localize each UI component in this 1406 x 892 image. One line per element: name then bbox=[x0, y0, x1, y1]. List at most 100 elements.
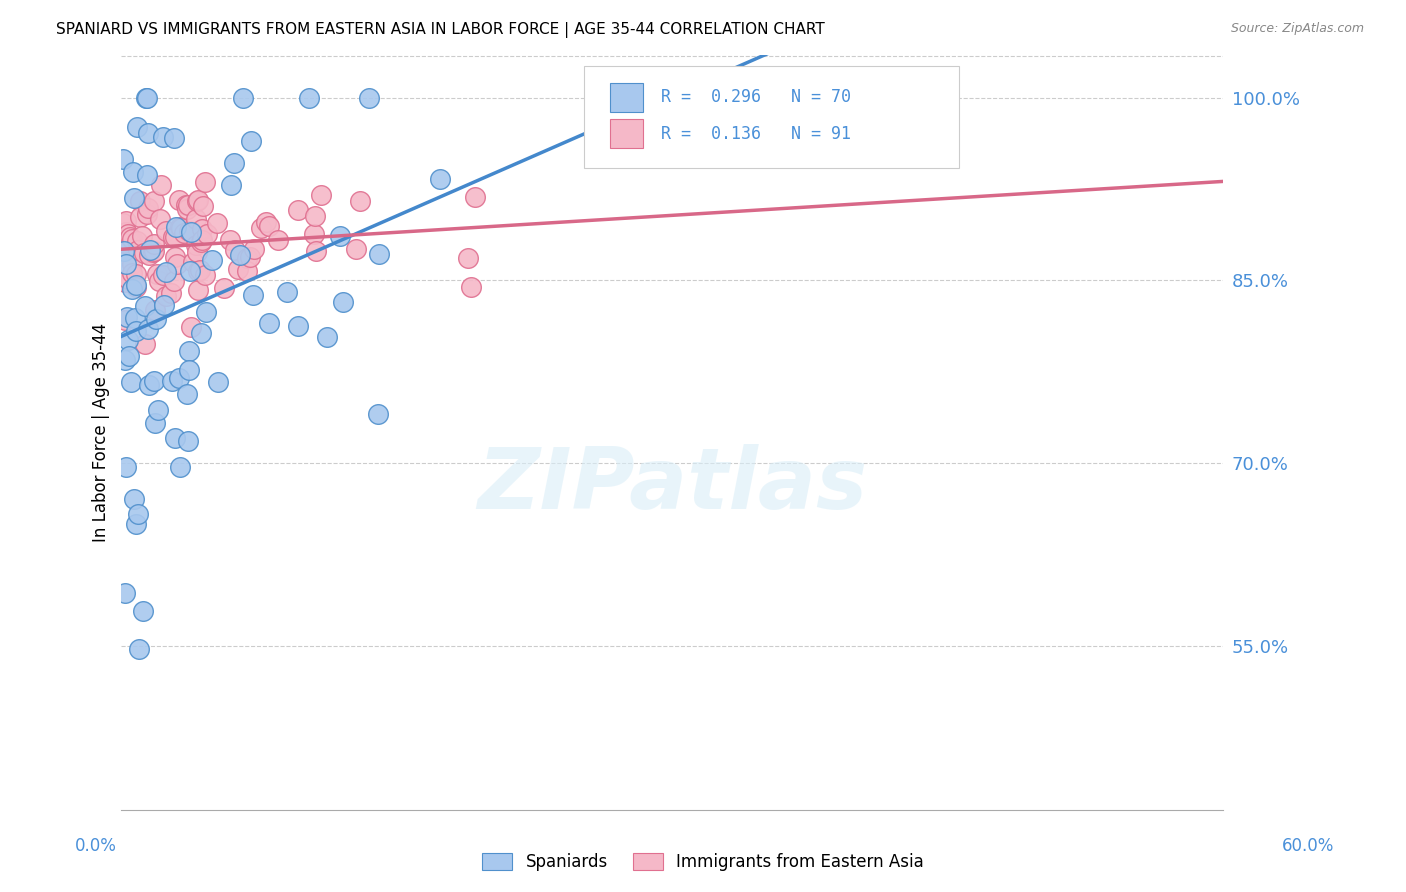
Point bbox=[114, 275, 136, 289]
Point bbox=[167, 371, 190, 385]
Point bbox=[191, 233, 214, 247]
Point bbox=[128, 194, 150, 208]
Point bbox=[357, 91, 380, 105]
Point bbox=[150, 178, 173, 192]
Point bbox=[160, 286, 183, 301]
Point bbox=[240, 134, 263, 148]
Point bbox=[194, 175, 217, 189]
Point bbox=[188, 263, 211, 277]
Point bbox=[112, 244, 135, 259]
Point bbox=[148, 274, 170, 288]
Text: R =  0.296   N = 70: R = 0.296 N = 70 bbox=[661, 88, 852, 106]
Point bbox=[173, 226, 195, 240]
Text: 60.0%: 60.0% bbox=[1281, 837, 1334, 855]
Point bbox=[142, 244, 165, 259]
Point bbox=[114, 313, 136, 327]
Point bbox=[187, 264, 209, 278]
Point bbox=[298, 91, 321, 105]
Point bbox=[176, 386, 198, 401]
Point bbox=[136, 201, 159, 215]
Point bbox=[367, 247, 389, 261]
Point bbox=[316, 330, 339, 344]
Point bbox=[305, 244, 328, 258]
Point bbox=[160, 374, 183, 388]
Point bbox=[124, 310, 146, 325]
Point bbox=[181, 255, 204, 269]
Point bbox=[163, 250, 186, 264]
Point bbox=[224, 243, 246, 257]
Point bbox=[165, 431, 187, 445]
Point bbox=[304, 209, 326, 223]
Point bbox=[302, 227, 325, 242]
Point bbox=[166, 257, 188, 271]
Point bbox=[115, 214, 138, 228]
Point bbox=[167, 193, 190, 207]
Point bbox=[135, 169, 157, 183]
Point bbox=[191, 198, 214, 212]
Point bbox=[229, 248, 252, 262]
FancyBboxPatch shape bbox=[585, 67, 959, 169]
FancyBboxPatch shape bbox=[610, 120, 643, 148]
Point bbox=[276, 285, 298, 299]
Point bbox=[257, 316, 280, 330]
Point bbox=[250, 220, 273, 235]
Point bbox=[142, 374, 165, 388]
Point bbox=[287, 318, 309, 333]
Point bbox=[177, 344, 200, 359]
Point bbox=[125, 280, 148, 294]
Point bbox=[205, 216, 228, 230]
Point bbox=[135, 91, 157, 105]
Point bbox=[134, 337, 156, 351]
Point bbox=[138, 248, 160, 262]
Point bbox=[121, 266, 143, 280]
Point bbox=[186, 244, 208, 259]
Point bbox=[114, 353, 136, 368]
FancyBboxPatch shape bbox=[610, 83, 643, 112]
Point bbox=[219, 233, 242, 247]
Point bbox=[267, 233, 290, 247]
Point bbox=[349, 194, 371, 209]
Point bbox=[153, 298, 176, 312]
Point bbox=[117, 271, 139, 285]
Point bbox=[242, 242, 264, 256]
Point bbox=[344, 242, 367, 256]
Point bbox=[162, 229, 184, 244]
Point bbox=[190, 235, 212, 249]
Text: SPANIARD VS IMMIGRANTS FROM EASTERN ASIA IN LABOR FORCE | AGE 35-44 CORRELATION : SPANIARD VS IMMIGRANTS FROM EASTERN ASIA… bbox=[56, 22, 825, 38]
Text: Source: ZipAtlas.com: Source: ZipAtlas.com bbox=[1230, 22, 1364, 36]
Point bbox=[134, 299, 156, 313]
Point bbox=[226, 261, 249, 276]
Point bbox=[464, 189, 486, 203]
Point bbox=[152, 130, 174, 145]
Point bbox=[169, 221, 191, 235]
Text: 0.0%: 0.0% bbox=[75, 837, 117, 855]
Point bbox=[114, 257, 136, 271]
Point bbox=[287, 202, 309, 217]
Point bbox=[155, 224, 177, 238]
Point bbox=[121, 232, 143, 246]
Point bbox=[180, 225, 202, 239]
Point bbox=[125, 516, 148, 531]
Point bbox=[131, 229, 153, 244]
Point bbox=[152, 268, 174, 283]
Text: R =  0.136   N = 91: R = 0.136 N = 91 bbox=[661, 125, 852, 143]
Point bbox=[236, 264, 259, 278]
Point bbox=[176, 198, 198, 212]
Point bbox=[177, 363, 200, 377]
Point bbox=[429, 172, 451, 186]
Point bbox=[121, 165, 143, 179]
Point bbox=[127, 507, 149, 521]
Point bbox=[132, 246, 155, 260]
Point bbox=[195, 304, 218, 318]
Point bbox=[127, 243, 149, 257]
Point bbox=[148, 212, 170, 227]
Point bbox=[190, 326, 212, 341]
Point bbox=[118, 349, 141, 363]
Point bbox=[187, 193, 209, 207]
Point bbox=[177, 434, 200, 448]
Point bbox=[121, 257, 143, 271]
Point bbox=[180, 320, 202, 334]
Point bbox=[176, 202, 198, 217]
Point bbox=[236, 251, 259, 265]
Point bbox=[254, 215, 277, 229]
